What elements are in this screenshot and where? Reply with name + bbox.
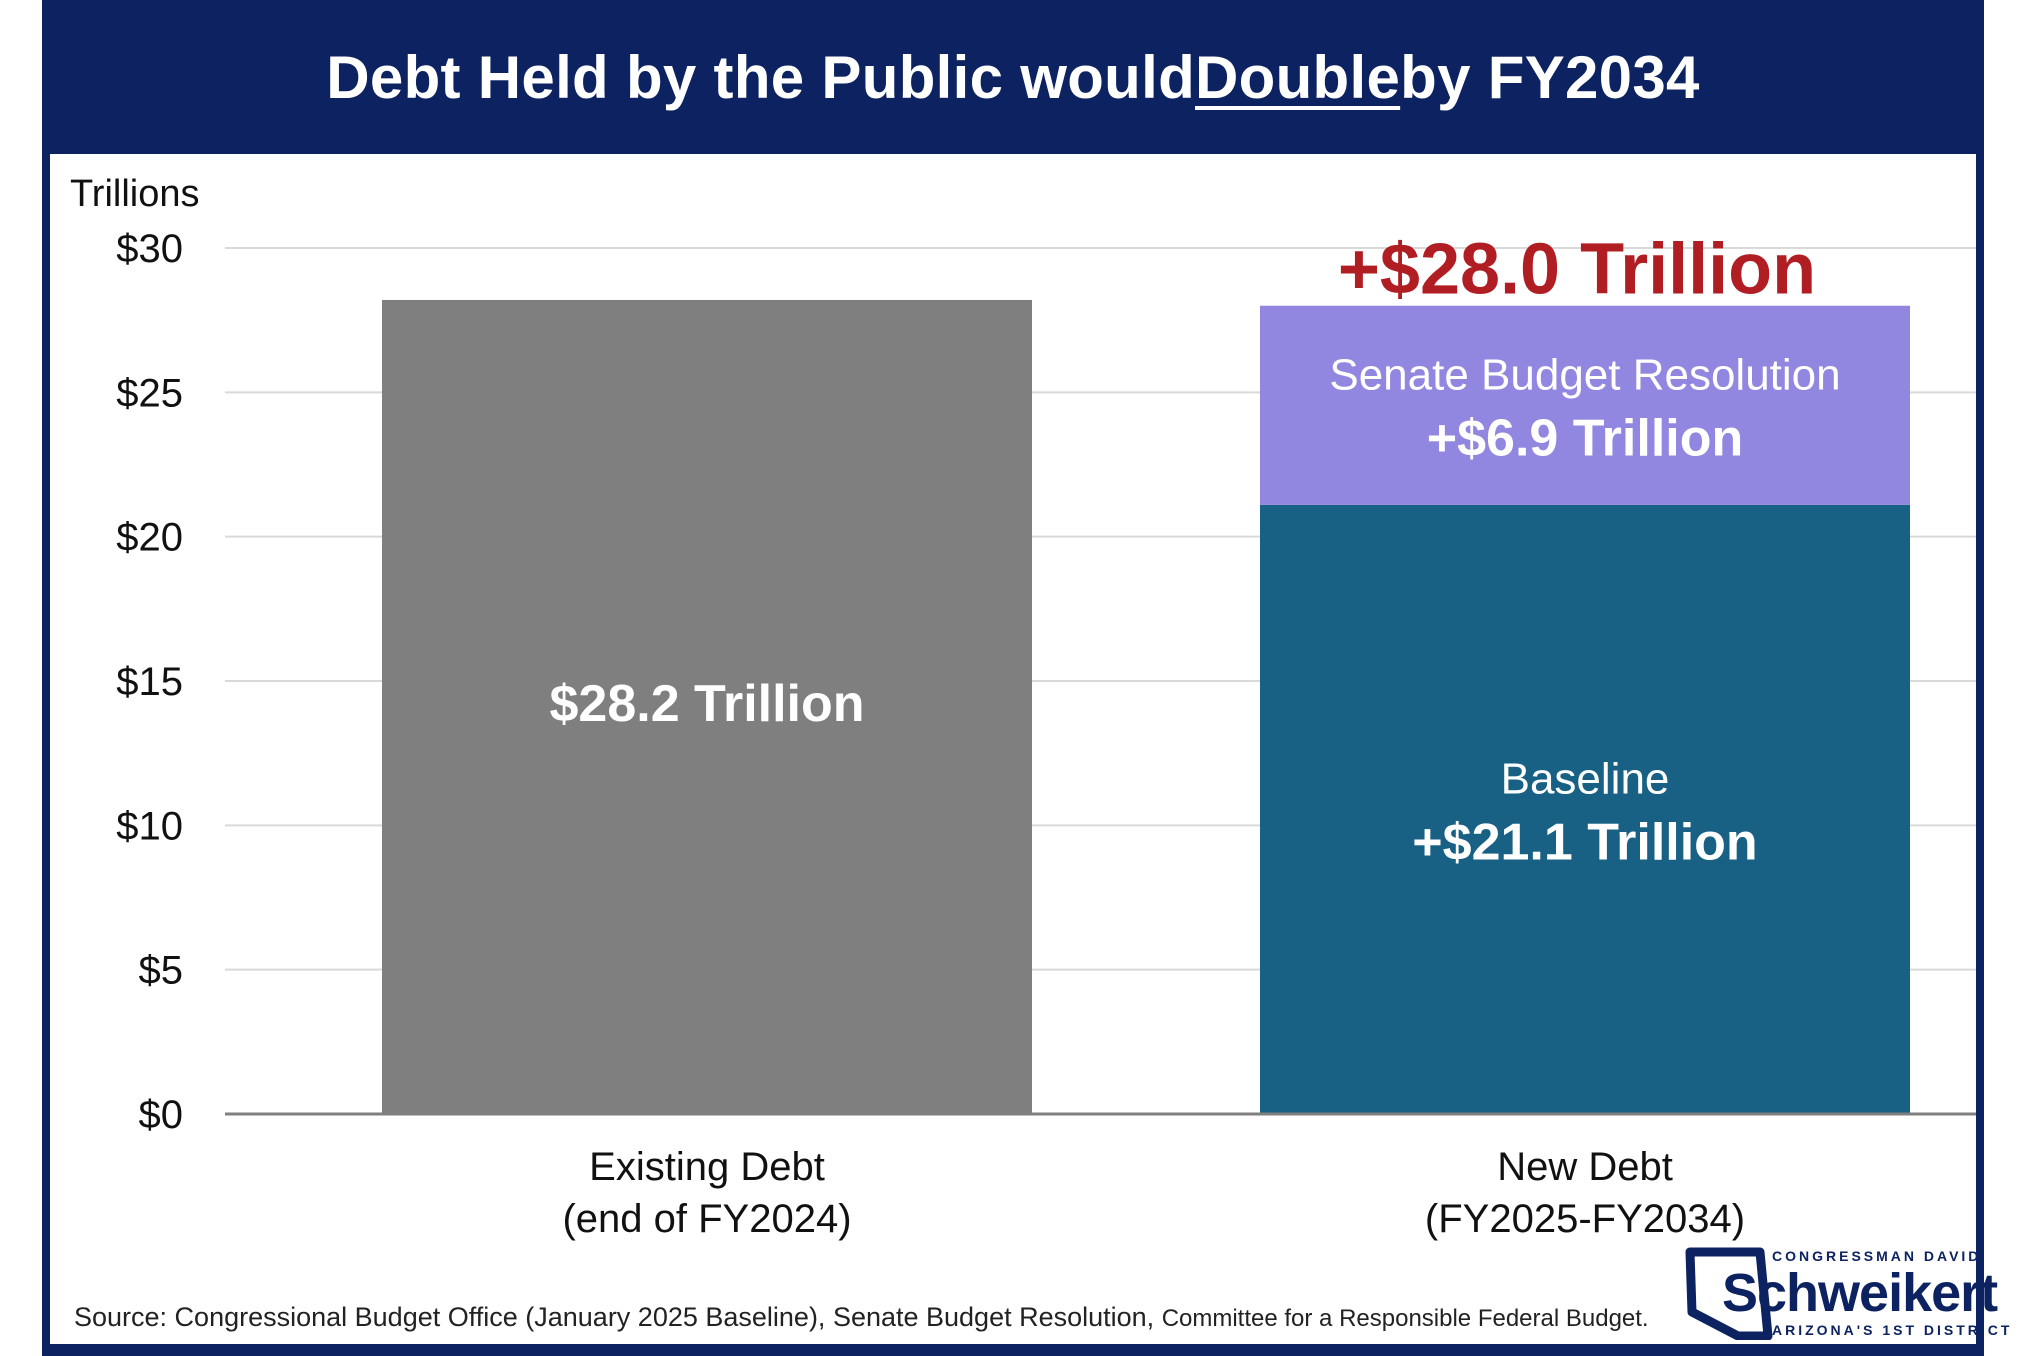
y-axis-label: Trillions: [70, 173, 200, 215]
x-category-label: New Debt: [1497, 1145, 1673, 1189]
title-part-1: Debt Held by the Public would: [326, 43, 1196, 111]
arizona-map-icon: [1685, 1247, 1773, 1340]
segment-value-label: +$6.9 Trillion: [1427, 409, 1743, 467]
y-tick-label: $25: [116, 371, 183, 415]
chart-title: Debt Held by the Public would Double by …: [42, 0, 1984, 154]
bar-total-label: +$28.0 Trillion: [1338, 230, 1816, 310]
x-category-label: (FY2025-FY2034): [1425, 1197, 1745, 1241]
bar-chart: Trillions $0 $5 $10 $15 $20 $25 $30 $28.2 Trilli…: [70, 173, 1976, 1241]
title-part-2: by FY2034: [1400, 43, 1700, 111]
source-note: Source: Congressional Budget Office (Jan…: [74, 1302, 1649, 1333]
segment-name-label: Senate Budget Resolution: [1329, 350, 1840, 399]
y-tick-label: $10: [116, 804, 183, 848]
logo-top-text: CONGRESSMAN DAVID: [1772, 1248, 1982, 1264]
x-category-label: Existing Debt: [589, 1145, 825, 1189]
source-small: Committee for a Responsible Federal Budg…: [1161, 1305, 1649, 1332]
chart-frame: Debt Held by the Public would Double by …: [42, 0, 2009, 1356]
bar-value-label: $28.2 Trillion: [549, 675, 864, 733]
title-emphasis: Double: [1195, 43, 1401, 111]
x-category-label: (end of FY2024): [562, 1197, 851, 1241]
segment-value-label: +$21.1 Trillion: [1412, 813, 1757, 871]
y-tick-label: $5: [139, 949, 184, 993]
segment-name-label: Baseline: [1501, 754, 1670, 803]
y-tick-label: $0: [139, 1093, 184, 1137]
chart-panel: Trillions $0 $5 $10 $15 $20 $25 $30 $28.2 Trilli…: [50, 154, 2009, 1344]
source-main: Source: Congressional Budget Office (Jan…: [74, 1302, 1162, 1332]
y-tick-label: $20: [116, 516, 183, 560]
bar-segment: [1260, 305, 1910, 505]
y-tick-label: $30: [116, 227, 183, 271]
y-tick-label: $15: [116, 660, 183, 704]
logo-name: Schweikert: [1722, 1263, 1998, 1323]
bar-segment: [1260, 504, 1910, 1114]
schweikert-logo: CONGRESSMAN DAVID Schweikert ARIZONA'S 1…: [1682, 1246, 2009, 1340]
bar-segment: [382, 299, 1032, 1114]
logo-bottom-text: ARIZONA'S 1ST DISTRICT: [1772, 1322, 2013, 1338]
